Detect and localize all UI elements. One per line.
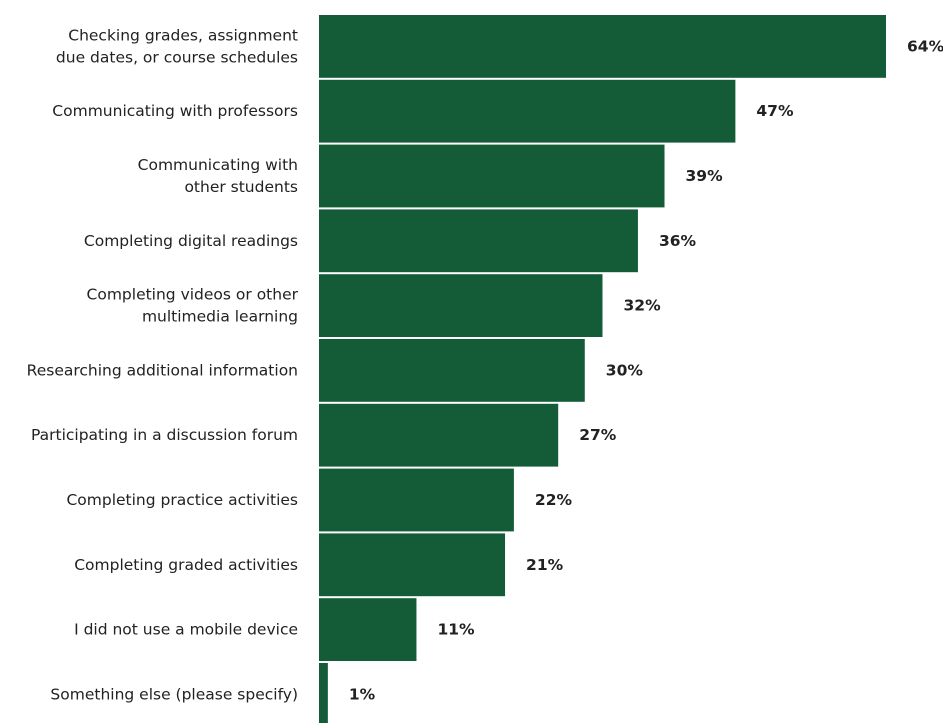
value-label-3: 39% xyxy=(686,167,724,185)
value-label-4: 36% xyxy=(659,232,697,250)
category-label-line: due dates, or course schedules xyxy=(56,48,298,66)
bar-3 xyxy=(319,144,665,208)
category-label-line: other students xyxy=(184,178,298,196)
category-label-line: Communicating with xyxy=(138,156,298,174)
category-label-line: Completing digital readings xyxy=(84,232,298,250)
bars-group xyxy=(319,15,886,723)
bar-8 xyxy=(319,468,514,532)
category-label-line: Participating in a discussion forum xyxy=(31,426,298,444)
bar-11 xyxy=(319,663,328,723)
category-label-line: Completing graded activities xyxy=(74,556,298,574)
category-label-line: Checking grades, assignment xyxy=(68,26,298,44)
category-label-6: Researching additional information xyxy=(27,361,298,379)
value-label-9: 21% xyxy=(526,556,564,574)
value-label-1: 64% xyxy=(907,37,943,55)
bar-6 xyxy=(319,339,585,402)
value-label-11: 1% xyxy=(349,685,376,703)
bar-9 xyxy=(319,533,506,597)
category-label-line: Completing practice activities xyxy=(66,491,298,509)
category-label-2: Communicating with professors xyxy=(52,102,298,120)
category-label-line: Completing videos or other xyxy=(87,286,299,304)
category-label-9: Completing graded activities xyxy=(74,556,298,574)
category-label-line: Researching additional information xyxy=(27,361,298,379)
category-label-4: Completing digital readings xyxy=(84,232,298,250)
category-label-8: Completing practice activities xyxy=(66,491,298,509)
category-label-3: Communicating with other students xyxy=(138,156,298,196)
bar-1 xyxy=(319,15,886,78)
value-label-6: 30% xyxy=(606,361,644,379)
category-label-11: Something else (please specify) xyxy=(50,685,298,703)
value-label-2: 47% xyxy=(756,102,794,120)
bar-4 xyxy=(319,209,638,273)
bar-2 xyxy=(319,79,736,143)
category-label-line: Communicating with professors xyxy=(52,102,298,120)
category-label-10: I did not use a mobile device xyxy=(74,621,298,639)
bar-5 xyxy=(319,274,603,337)
category-label-1: Checking grades, assignment due dates, or… xyxy=(56,26,298,66)
category-label-line: I did not use a mobile device xyxy=(74,621,298,639)
value-label-7: 27% xyxy=(579,426,617,444)
category-label-line: Something else (please specify) xyxy=(50,685,298,703)
category-labels: Checking grades, assignment due dates, or… xyxy=(27,26,299,703)
bar-10 xyxy=(319,598,417,661)
value-label-10: 11% xyxy=(437,621,475,639)
category-label-5: Completing videos or other multimedia lea… xyxy=(87,286,299,326)
value-label-5: 32% xyxy=(624,297,662,315)
value-label-8: 22% xyxy=(535,491,573,509)
value-labels: 64% 47% 39% 36% 32% 30% 27% 22% 21% 11% 1% xyxy=(349,37,943,703)
category-label-line: multimedia learning xyxy=(142,308,298,326)
category-label-7: Participating in a discussion forum xyxy=(31,426,298,444)
bar-7 xyxy=(319,403,559,467)
